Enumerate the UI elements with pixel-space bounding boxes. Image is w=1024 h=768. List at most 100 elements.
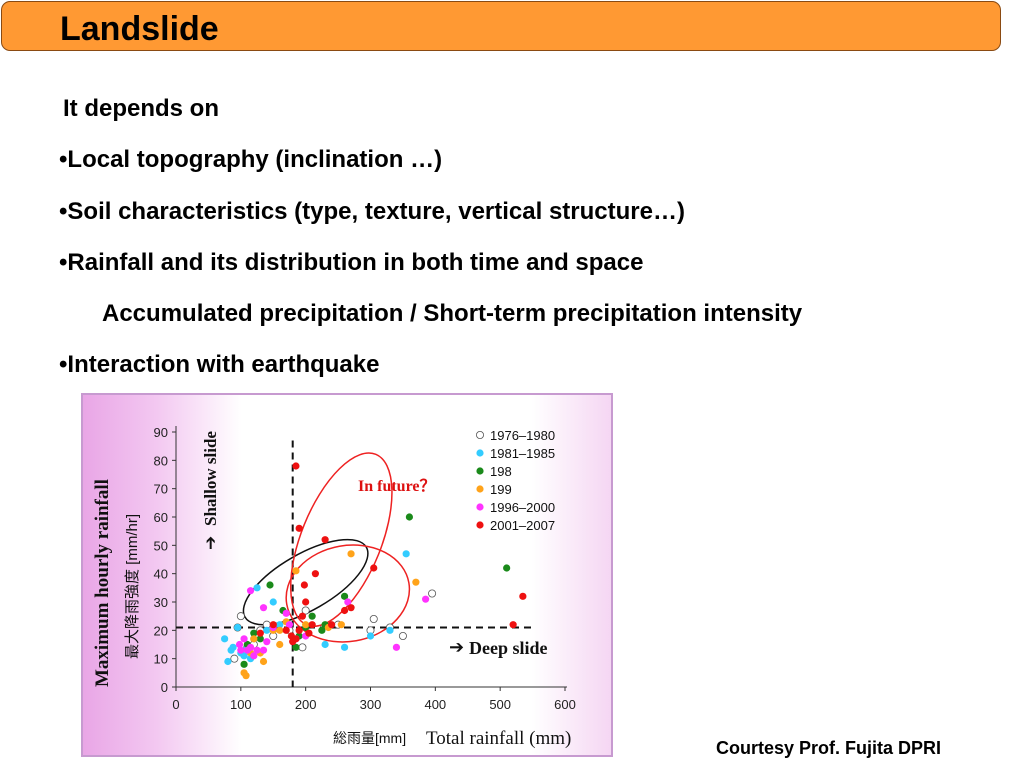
data-point xyxy=(321,640,329,649)
data-point xyxy=(240,652,248,660)
data-point xyxy=(269,598,277,606)
y-axis-label: Maximum hourly rainfall xyxy=(92,479,113,687)
data-point xyxy=(503,564,511,572)
data-point xyxy=(369,614,378,623)
legend-marker xyxy=(476,449,484,457)
data-point xyxy=(422,595,430,603)
legend-marker xyxy=(476,467,484,475)
data-point xyxy=(240,660,248,668)
past-cluster-ellipse xyxy=(242,538,369,626)
legend-marker xyxy=(476,521,484,529)
data-point xyxy=(318,626,326,634)
data-point xyxy=(398,631,407,640)
y-tick-label: 90 xyxy=(154,425,168,440)
right-arrow-icon: ➔ xyxy=(449,637,464,657)
data-point xyxy=(233,623,242,632)
data-point xyxy=(292,643,300,651)
data-point xyxy=(256,635,264,643)
data-point xyxy=(230,654,239,663)
data-point xyxy=(256,629,264,637)
data-point xyxy=(340,643,349,651)
data-point xyxy=(337,621,345,629)
shallow-slide-label: Shallow slide xyxy=(201,431,220,526)
data-point xyxy=(392,643,401,651)
figure-frame xyxy=(81,393,613,757)
sub-bullet-precipitation: Accumulated precipitation / Short-term p… xyxy=(102,300,803,327)
legend-marker xyxy=(475,431,484,440)
data-point xyxy=(308,612,316,620)
data-point xyxy=(386,626,394,634)
legend-label: 2001–2007 xyxy=(490,518,555,533)
x-tick-label: 500 xyxy=(489,697,511,712)
data-point xyxy=(253,646,261,654)
data-point xyxy=(302,621,310,629)
data-point xyxy=(302,598,310,606)
y-tick-label: 0 xyxy=(161,680,168,695)
y-tick-label: 20 xyxy=(154,623,168,638)
data-point xyxy=(235,640,244,649)
data-point xyxy=(428,589,437,598)
data-point xyxy=(347,550,355,558)
intro-line: It depends on xyxy=(63,95,219,122)
data-point xyxy=(236,612,245,621)
data-point xyxy=(276,621,284,629)
y-tick-label: 10 xyxy=(154,652,168,667)
in-future-label: In future？ xyxy=(358,478,436,495)
legend-label: 1976–1980 xyxy=(490,428,555,443)
x-tick-label: 300 xyxy=(360,697,382,712)
bullet-rainfall: •Rainfall and its distribution in both t… xyxy=(59,249,644,276)
data-point xyxy=(224,657,232,666)
data-point xyxy=(405,513,413,521)
x-tick-label: 200 xyxy=(295,697,317,712)
legend-marker xyxy=(476,485,484,493)
data-point xyxy=(519,592,527,600)
data-point xyxy=(340,592,349,600)
y-tick-label: 60 xyxy=(154,510,168,525)
credit-text: Courtesy Prof. Fujita DPRI xyxy=(716,738,942,758)
data-point xyxy=(246,643,255,651)
legend-label: 1981–1985 xyxy=(490,446,555,461)
x-tick-label: 400 xyxy=(424,697,446,712)
legend-label: 198 xyxy=(490,464,512,479)
data-point xyxy=(266,581,274,589)
data-point xyxy=(292,462,300,470)
data-point xyxy=(295,626,303,634)
data-point xyxy=(242,672,250,680)
data-point xyxy=(321,536,329,544)
data-point xyxy=(347,604,355,612)
data-point xyxy=(509,621,517,629)
data-point xyxy=(221,635,229,643)
data-point xyxy=(298,612,307,620)
scatter-chart: Maximum hourly rainfall 最大降雨強度 [mm/hr] 0… xyxy=(92,425,576,749)
data-point xyxy=(340,606,349,615)
y-tick-label: 80 xyxy=(154,453,168,468)
legend-label: 199 xyxy=(490,482,512,497)
up-arrow-icon: ➔ xyxy=(201,536,220,550)
x-axis-label: Total rainfall (mm) xyxy=(426,728,571,749)
data-point xyxy=(269,621,277,629)
data-point xyxy=(240,635,248,643)
y-tick-label: 50 xyxy=(154,538,168,553)
data-point xyxy=(250,652,258,660)
data-point xyxy=(263,626,271,634)
data-point xyxy=(259,604,268,612)
data-point xyxy=(285,621,294,629)
future-ellipse-wide xyxy=(285,544,411,643)
data-point xyxy=(412,578,420,586)
data-point xyxy=(366,632,375,640)
bullet-earthquake: •Interaction with earthquake xyxy=(59,351,380,378)
x-tick-label: 600 xyxy=(554,697,576,712)
deep-slide-label: Deep slide xyxy=(469,638,548,658)
y-axis-label-jp: 最大降雨強度 [mm/hr] xyxy=(124,514,141,659)
x-tick-label: 100 xyxy=(230,697,252,712)
y-tick-label: 30 xyxy=(154,595,168,610)
data-point xyxy=(250,629,258,637)
data-point xyxy=(301,606,310,615)
data-point xyxy=(402,550,410,558)
data-point xyxy=(237,646,245,654)
data-point xyxy=(263,638,271,646)
x-tick-label: 0 xyxy=(172,697,179,712)
data-point xyxy=(308,621,316,629)
slide-title: Landslide xyxy=(60,10,219,48)
data-point xyxy=(292,635,300,643)
